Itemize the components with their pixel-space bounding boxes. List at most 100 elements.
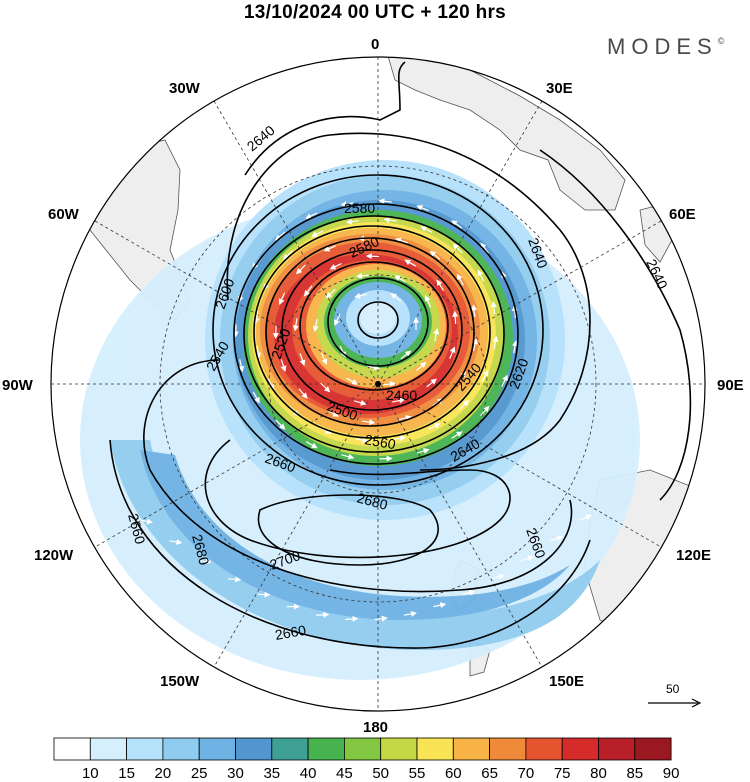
wind-vector	[452, 310, 459, 324]
colorbar-swatch	[380, 737, 418, 761]
colorbar-tick-label: 60	[445, 765, 462, 782]
wind-vector	[426, 378, 437, 388]
wind-vector	[320, 382, 331, 393]
wind-vector	[353, 399, 367, 406]
contour-label: 2460	[386, 387, 417, 403]
wind-vector	[305, 441, 318, 449]
wind-vector	[139, 518, 153, 525]
wind-vector	[392, 397, 406, 404]
wind-vector	[315, 611, 330, 618]
wind-vector	[295, 264, 306, 275]
wind-vector	[480, 242, 489, 254]
wind-vector	[325, 288, 336, 299]
lon-label-top: 0	[371, 36, 379, 53]
wind-vector	[327, 409, 339, 417]
wind-vector	[355, 437, 369, 443]
wind-vector	[452, 243, 463, 254]
wind-vector	[382, 381, 396, 387]
wind-vector	[416, 205, 429, 212]
colorbar-swatch	[126, 737, 164, 761]
wind-vector	[550, 535, 564, 542]
wind-vector	[378, 198, 392, 205]
colorbar-tick-label: 45	[336, 765, 353, 782]
colorbar-swatch	[235, 737, 273, 761]
colorbar-swatch	[634, 737, 672, 761]
lon-label-bottom-right: 150E	[549, 673, 584, 690]
reference-vector-arrow	[648, 698, 702, 708]
wind-vector	[400, 350, 412, 360]
copyright-mark: ©	[717, 36, 725, 46]
wind-vector	[472, 338, 478, 352]
wind-vector	[346, 377, 358, 385]
wind-vector	[345, 218, 360, 225]
brand-name: MODES	[607, 34, 718, 59]
wind-vector	[267, 378, 275, 391]
wind-vector	[512, 340, 518, 354]
wind-vector	[579, 514, 593, 521]
wind-vector	[374, 615, 388, 622]
wind-vector	[416, 361, 427, 372]
colorbar-swatch	[89, 737, 128, 761]
colorbar-swatch	[598, 737, 636, 761]
wind-vector	[341, 453, 355, 460]
colorbar-swatch	[561, 737, 599, 761]
colorbar-swatch	[489, 737, 527, 761]
height-contours	[109, 61, 692, 649]
wind-vector	[334, 313, 341, 326]
lon-label-right-upper: 60E	[669, 206, 696, 223]
colorbar-swatch	[343, 737, 382, 761]
wind-vector	[429, 250, 441, 260]
wind-vector	[490, 301, 497, 315]
wind-vector	[320, 352, 328, 365]
wind-vector	[323, 245, 336, 252]
wind-vector	[481, 369, 489, 382]
wind-vector	[275, 419, 286, 430]
wind-vector	[272, 325, 279, 339]
colorbar-swatch	[452, 737, 490, 761]
wind-vector	[521, 555, 534, 562]
wind-vector	[329, 263, 342, 270]
colorbar-tick-label: 20	[155, 765, 172, 782]
contour-label: 2580	[344, 200, 375, 216]
wind-vector	[436, 279, 445, 291]
colorbar-tick-label: 30	[227, 765, 244, 782]
wind-vector	[311, 230, 324, 237]
colorbar-tick-label: 25	[191, 765, 208, 782]
wind-vector	[416, 448, 430, 454]
wind-vector	[282, 250, 293, 261]
wind-vector	[390, 292, 402, 302]
colorbar-swatch	[271, 737, 309, 761]
wind-vector	[451, 431, 463, 439]
wind-vector	[292, 318, 299, 332]
wind-vector	[394, 275, 406, 283]
wind-vector	[362, 419, 376, 426]
wind-vector	[456, 273, 464, 286]
wind-vector	[424, 295, 432, 308]
wind-vector	[232, 324, 239, 338]
colorbar: 10 15 20 25 30 35 40 45 50 55 60 65 70 75 80 85 90	[53, 737, 679, 782]
contour-label: 2680	[189, 533, 213, 567]
lon-label-upper-left: 30W	[169, 80, 201, 97]
wind-vector	[392, 435, 407, 442]
wind-vector	[238, 359, 245, 373]
wind-vector	[365, 253, 380, 260]
colorbar-swatch	[307, 737, 345, 761]
wind-vector	[255, 345, 262, 359]
wind-vector	[451, 220, 463, 229]
lon-label-bottom-left: 150W	[160, 673, 200, 690]
wind-vector	[449, 346, 456, 359]
wind-vector	[403, 611, 417, 617]
brand-logo: MODES©	[607, 34, 724, 60]
contour-label: 2660	[274, 622, 308, 643]
colorbar-tick-label: 35	[263, 765, 280, 782]
colorbar-swatch	[53, 737, 91, 761]
wind-vector	[278, 292, 286, 305]
wind-vector	[433, 602, 447, 609]
wind-vector	[280, 359, 287, 372]
lon-label-left-upper: 60W	[48, 206, 80, 223]
wind-vector	[298, 388, 308, 399]
wind-vector	[257, 591, 271, 598]
wind-vector	[383, 217, 397, 223]
chart-title: 13/10/2024 00 UTC + 120 hrs	[243, 2, 507, 23]
